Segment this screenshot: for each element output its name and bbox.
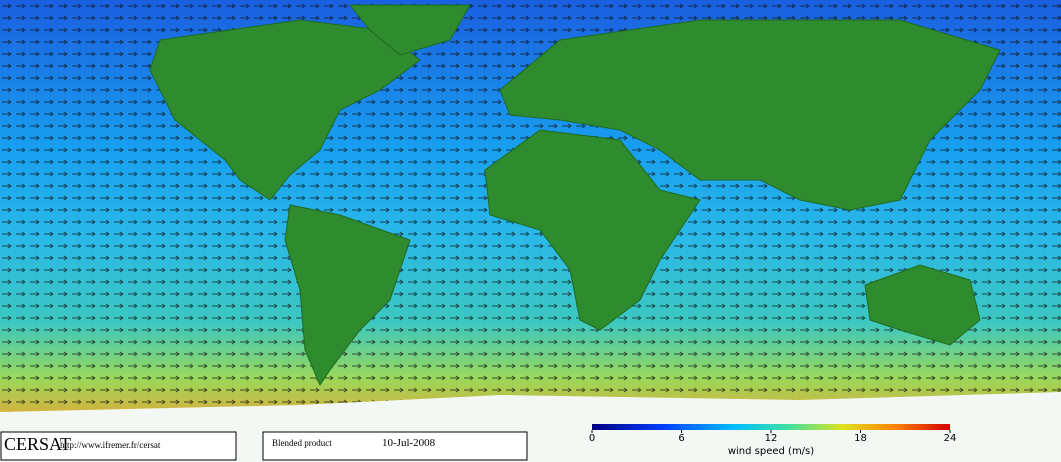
colorbar-tick-label: 12	[765, 433, 778, 444]
organization: CERSAT	[4, 434, 71, 454]
colorbar: wind speed (m/s) 0 6 12 18 24	[589, 424, 957, 457]
colorbar-tick-label: 18	[854, 433, 867, 444]
url: http://www.ifremer.fr/cersat	[60, 440, 161, 450]
credit-box	[0, 431, 237, 461]
colorbar-tick-label: 24	[944, 433, 957, 444]
colorbar-tick-label: 0	[589, 433, 595, 444]
africa	[484, 129, 701, 331]
land	[149, 4, 1001, 387]
colorbar-label: wind speed (m/s)	[728, 446, 814, 457]
eurasia	[499, 19, 1001, 211]
greenland	[348, 4, 471, 56]
south-america	[284, 204, 411, 387]
australia	[864, 264, 981, 346]
colorbar-scale	[592, 424, 950, 430]
date: 10-Jul-2008	[382, 437, 436, 449]
colorbar-tick-label: 6	[678, 433, 684, 444]
product-box	[262, 431, 528, 461]
product: Blended product	[272, 438, 332, 448]
